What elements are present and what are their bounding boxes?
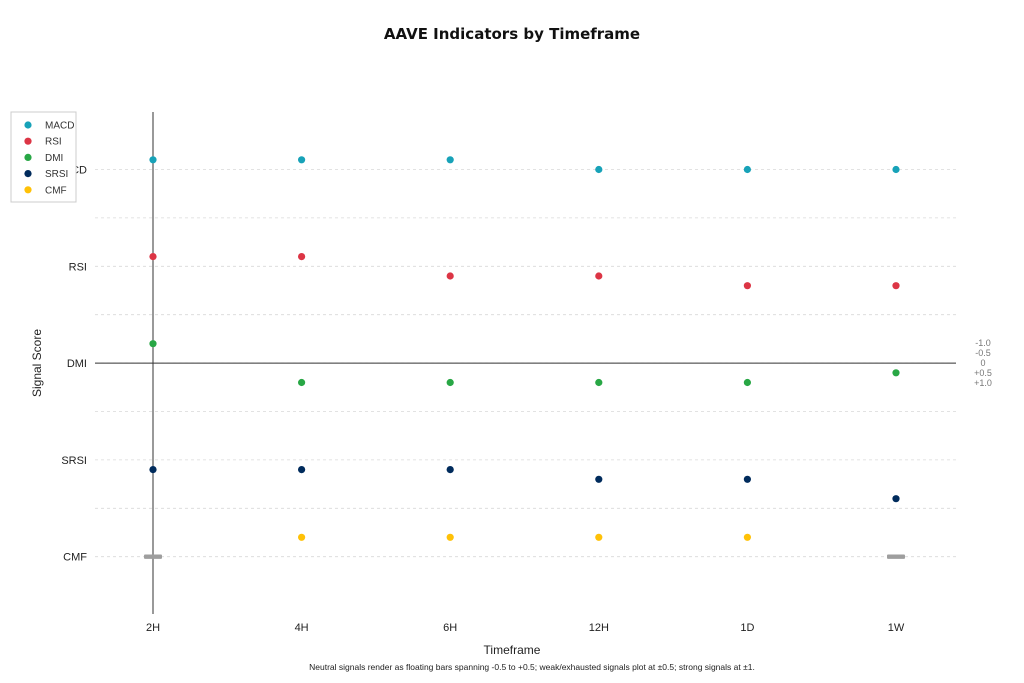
point-dmi-2h	[149, 340, 157, 348]
scale-label: +0.5	[974, 368, 992, 378]
score-scale-labels: -1.0-0.50+0.5+1.0	[974, 338, 992, 388]
scale-label: +1.0	[974, 378, 992, 388]
legend-label-cmf: CMF	[45, 185, 67, 196]
point-macd-6h	[446, 156, 454, 164]
point-srsi-1w	[892, 495, 900, 503]
point-dmi-6h	[446, 378, 454, 387]
scale-label: 0	[980, 358, 985, 368]
axes	[95, 112, 956, 614]
point-macd-1w	[892, 165, 900, 174]
y-tick-label-rsi: RSI	[69, 261, 87, 273]
point-cmf-6h	[446, 533, 454, 541]
legend-marker-cmf	[24, 186, 32, 194]
chart-title: AAVE Indicators by Timeframe	[384, 25, 640, 43]
point-rsi-6h	[446, 272, 454, 280]
point-cmf-12h	[595, 533, 603, 541]
point-dmi-1w	[892, 369, 900, 377]
point-dmi-12h	[595, 378, 603, 387]
legend-marker-srsi	[24, 170, 32, 178]
legend-label-srsi: SRSI	[45, 169, 68, 180]
neutral-bar-cmf-2h	[144, 554, 162, 559]
x-tick-label-12h: 12H	[589, 622, 609, 634]
point-srsi-2h	[149, 466, 157, 474]
x-axis-title: Timeframe	[484, 643, 541, 657]
y-axis-title: Signal Score	[30, 329, 44, 397]
y-tick-label-dmi: DMI	[67, 358, 87, 370]
point-dmi-4h	[298, 378, 306, 387]
legend-marker-rsi	[24, 137, 32, 145]
point-macd-1d	[743, 165, 752, 174]
x-tick-label-4h: 4H	[295, 622, 309, 634]
legend-marker-macd	[24, 121, 32, 129]
data-points	[149, 156, 900, 541]
point-rsi-2h	[149, 253, 157, 261]
point-srsi-1d	[743, 475, 752, 483]
neutral-bar-cmf-1w	[887, 554, 905, 559]
point-dmi-1d	[743, 378, 752, 387]
legend-label-dmi: DMI	[45, 153, 63, 164]
axis-labels: MACDRSIDMISRSICMF2H4H6H12H1D1W	[55, 165, 905, 635]
x-tick-label-2h: 2H	[146, 622, 160, 634]
point-cmf-1d	[743, 533, 752, 541]
legend-marker-dmi	[24, 153, 32, 161]
scale-label: -0.5	[975, 348, 991, 358]
neutral-bars	[144, 554, 905, 559]
point-macd-4h	[298, 156, 306, 164]
legend: MACD RSI DMI SRSI CMF	[10, 111, 77, 203]
legend-label-rsi: RSI	[45, 137, 62, 148]
point-srsi-4h	[298, 466, 306, 474]
point-srsi-6h	[446, 466, 454, 474]
y-tick-label-srsi: SRSI	[61, 455, 87, 467]
x-tick-label-1w: 1W	[888, 622, 905, 634]
footnote: Neutral signals render as floating bars …	[309, 662, 755, 672]
point-cmf-4h	[298, 533, 306, 541]
point-srsi-12h	[595, 475, 603, 483]
y-tick-label-cmf: CMF	[63, 552, 87, 564]
x-tick-label-1d: 1D	[740, 622, 754, 634]
x-tick-label-6h: 6H	[443, 622, 457, 634]
point-macd-2h	[149, 156, 157, 164]
point-macd-12h	[595, 165, 603, 174]
point-rsi-12h	[595, 272, 603, 280]
scale-label: -1.0	[975, 338, 991, 348]
legend-label-macd: MACD	[45, 121, 74, 132]
point-rsi-1d	[743, 282, 752, 290]
legend-box	[10, 111, 77, 203]
point-rsi-1w	[892, 282, 900, 290]
point-rsi-4h	[298, 253, 306, 261]
